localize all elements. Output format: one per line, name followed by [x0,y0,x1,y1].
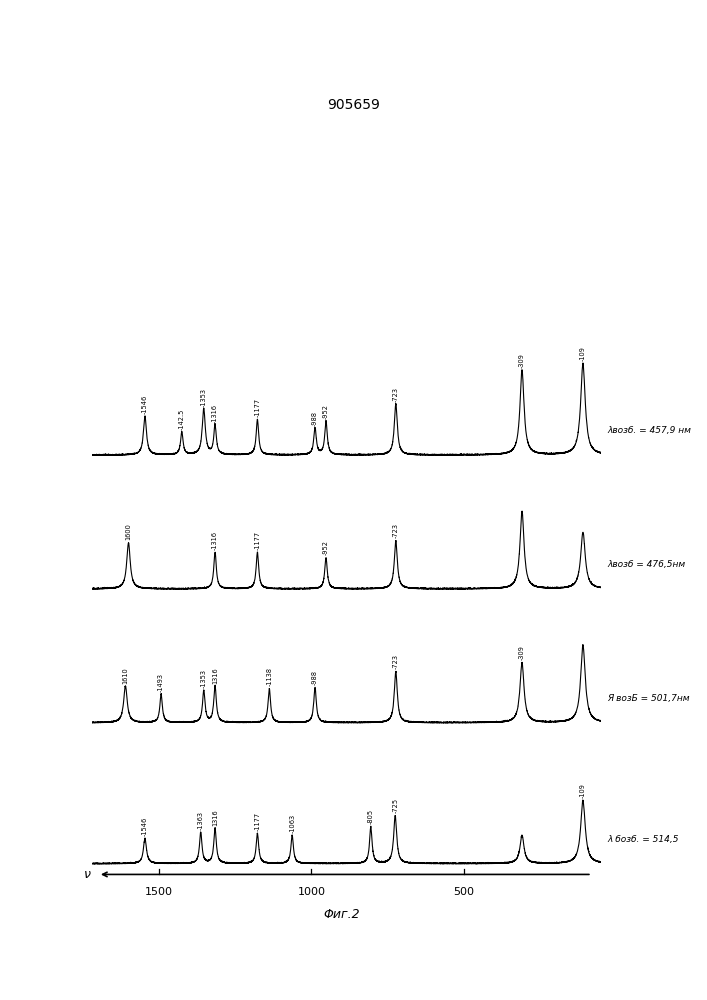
Text: -1177: -1177 [255,531,260,550]
Text: -723: -723 [393,387,399,402]
Text: Φиг.2: Φиг.2 [324,908,360,921]
Text: 1500: 1500 [145,887,173,897]
Text: 905659: 905659 [327,98,380,112]
Text: 1610: 1610 [122,667,129,684]
Text: 1316: 1316 [212,809,218,826]
Text: -309: -309 [519,353,525,368]
Text: -1063: -1063 [289,814,296,833]
Text: -725: -725 [392,798,398,813]
Text: -952: -952 [323,540,329,555]
Text: -1493: -1493 [158,673,164,692]
Text: 1600: 1600 [125,524,132,540]
Text: Я возБ = 501,7нм: Я возБ = 501,7нм [607,694,689,703]
Text: -988: -988 [312,670,318,685]
Text: -1353: -1353 [201,388,206,407]
Text: -1316: -1316 [212,531,218,550]
Text: -1546: -1546 [142,816,148,836]
Text: 1000: 1000 [298,887,325,897]
Text: λ бозб. = 514,5: λ бозб. = 514,5 [607,835,679,844]
Text: -988: -988 [312,411,318,426]
Text: 500: 500 [453,887,474,897]
Text: ν: ν [84,868,90,881]
Text: λвозб. = 457,9 нм: λвозб. = 457,9 нм [607,426,691,436]
Text: -805: -805 [368,809,374,824]
Text: -723: -723 [393,523,399,538]
Text: λвозб = 476,5нм: λвозб = 476,5нм [607,560,685,569]
Text: -309: -309 [519,645,525,660]
Text: -109: -109 [580,346,586,361]
Text: -1177: -1177 [255,398,260,417]
Text: -109: -109 [580,783,586,798]
Text: -1177: -1177 [255,812,260,831]
Text: -1546: -1546 [142,394,148,414]
Text: -1138: -1138 [267,667,272,686]
Text: 1316: 1316 [212,667,218,684]
Text: -1363: -1363 [198,811,204,830]
Text: -723: -723 [393,654,399,669]
Text: -1316: -1316 [212,404,218,423]
Text: -952: -952 [323,404,329,419]
Text: -1353: -1353 [201,669,206,688]
Text: -142.5: -142.5 [179,408,185,430]
